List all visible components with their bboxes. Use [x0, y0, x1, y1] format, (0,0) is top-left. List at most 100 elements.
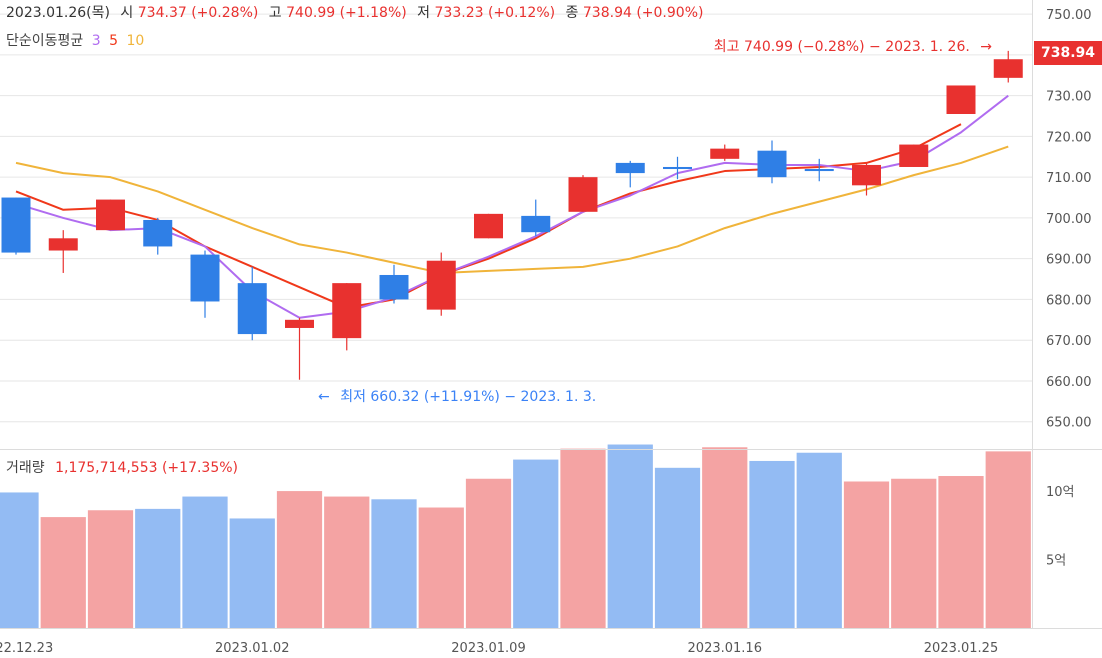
moving-average-lines — [15, 94, 1009, 319]
candle — [804, 158, 834, 182]
candle-body — [1, 197, 31, 253]
volume-bar — [654, 467, 701, 628]
current-price-tag: 738.94 — [1034, 41, 1102, 65]
volume-bar — [371, 499, 417, 628]
candle-body — [332, 283, 362, 339]
candle-body — [96, 199, 125, 231]
candle-body — [426, 260, 456, 310]
volume-bar — [87, 510, 134, 628]
candle — [48, 230, 78, 273]
x-tick-label: 2023.01.02 — [215, 641, 289, 656]
candle — [143, 217, 173, 255]
candle — [568, 175, 598, 212]
candle-body — [804, 169, 834, 172]
price-tick-label: 700.00 — [1046, 212, 1092, 227]
ohlc-summary: 2023.01.26(목) 시 734.37 (+0.28%) 고 740.99… — [6, 2, 703, 22]
candle-body — [993, 59, 1023, 78]
volume-bar — [938, 476, 984, 628]
candle-body — [852, 164, 881, 186]
candle — [663, 156, 692, 180]
x-tick-label: 2023.01.16 — [688, 641, 762, 656]
x-tick-label: 2023.01.09 — [451, 641, 525, 656]
price-grid — [0, 13, 1032, 423]
low-value: 733.23 (+0.12%) — [434, 5, 556, 21]
volume-bar — [182, 496, 228, 628]
candle — [710, 144, 740, 161]
volume-bar — [276, 491, 323, 628]
candle-body — [143, 219, 173, 247]
arrow-right-icon: → — [980, 39, 992, 55]
price-tick-label: 730.00 — [1046, 90, 1092, 105]
open-value: 734.37 (+0.28%) — [137, 5, 259, 21]
high-value: 740.99 (+1.18%) — [286, 5, 407, 21]
price-tick-label: 660.00 — [1046, 375, 1092, 390]
ma-legend-title: 단순이동평균 — [6, 33, 84, 49]
candle — [946, 85, 976, 114]
volume-bar — [40, 517, 86, 628]
candle-body — [899, 144, 929, 167]
volume-bar — [702, 447, 748, 628]
volume-tick-label: 5억 — [1046, 554, 1066, 569]
close-value: 738.94 (+0.90%) — [582, 5, 704, 21]
candle-body — [48, 238, 78, 251]
candle-body — [190, 254, 220, 302]
candle — [332, 283, 362, 351]
volume-bar — [465, 478, 512, 628]
candle — [96, 199, 125, 231]
volume-bar — [796, 452, 842, 628]
high-label: 고 — [268, 5, 282, 21]
high-annotation-text: 최고 740.99 (−0.28%) − 2023. 1. 26. — [713, 39, 970, 55]
volume-bar — [418, 507, 464, 628]
ma3-legend: 3 — [91, 33, 101, 49]
candle-body — [568, 177, 598, 212]
arrow-left-icon: ← — [318, 389, 330, 405]
candle — [426, 252, 456, 316]
price-tick-label: 720.00 — [1046, 130, 1092, 145]
candle — [899, 144, 929, 167]
price-tick-label: 680.00 — [1046, 293, 1092, 308]
price-tick-label: 690.00 — [1046, 253, 1092, 268]
ma5-line — [15, 123, 962, 309]
price-tick-label: 710.00 — [1046, 171, 1092, 186]
volume-bar — [324, 496, 370, 628]
moving-average-legend[interactable]: 단순이동평균 3 5 10 — [6, 30, 144, 50]
volume-value: 1,175,714,553 (+17.35%) — [55, 460, 239, 476]
candle-body — [285, 319, 314, 328]
low-annotation-text: 최저 660.32 (+11.91%) − 2023. 1. 3. — [340, 389, 597, 405]
candle-body — [757, 150, 787, 178]
candle — [237, 266, 267, 341]
candle — [379, 264, 409, 304]
volume-bar — [513, 459, 559, 628]
volume-tick-label: 10억 — [1046, 485, 1075, 500]
candle — [190, 250, 220, 318]
candle — [521, 199, 551, 237]
x-tick-label: 2023.01.25 — [924, 641, 998, 656]
volume-bar — [891, 478, 937, 628]
volume-bar — [0, 492, 39, 628]
ma3-line — [15, 94, 1009, 319]
volume-bar — [560, 448, 606, 628]
candle-body — [946, 85, 976, 114]
ma10-line — [15, 145, 1009, 274]
ma10-legend: 10 — [126, 33, 145, 49]
volume-legend: 거래량 1,175,714,553 (+17.35%) — [6, 457, 238, 477]
price-tick-label: 650.00 — [1046, 416, 1092, 431]
volume-bar — [985, 451, 1031, 628]
candle — [993, 50, 1023, 83]
volume-bar — [135, 508, 181, 628]
candle — [474, 213, 503, 239]
price-tick-label: 670.00 — [1046, 334, 1092, 349]
volume-title: 거래량 — [6, 460, 45, 476]
x-tick-label: 2022.12.23 — [0, 641, 53, 656]
low-label: 저 — [417, 5, 431, 21]
ohlc-date: 2023.01.26(목) — [6, 5, 110, 21]
volume-bar — [229, 518, 275, 628]
candle-body — [474, 213, 503, 239]
candlesticks — [1, 50, 1023, 380]
close-label: 종 — [565, 5, 579, 21]
volume-bar — [843, 481, 890, 628]
candle-body — [379, 274, 409, 300]
candle-body — [663, 166, 692, 170]
candle-body — [615, 162, 645, 174]
